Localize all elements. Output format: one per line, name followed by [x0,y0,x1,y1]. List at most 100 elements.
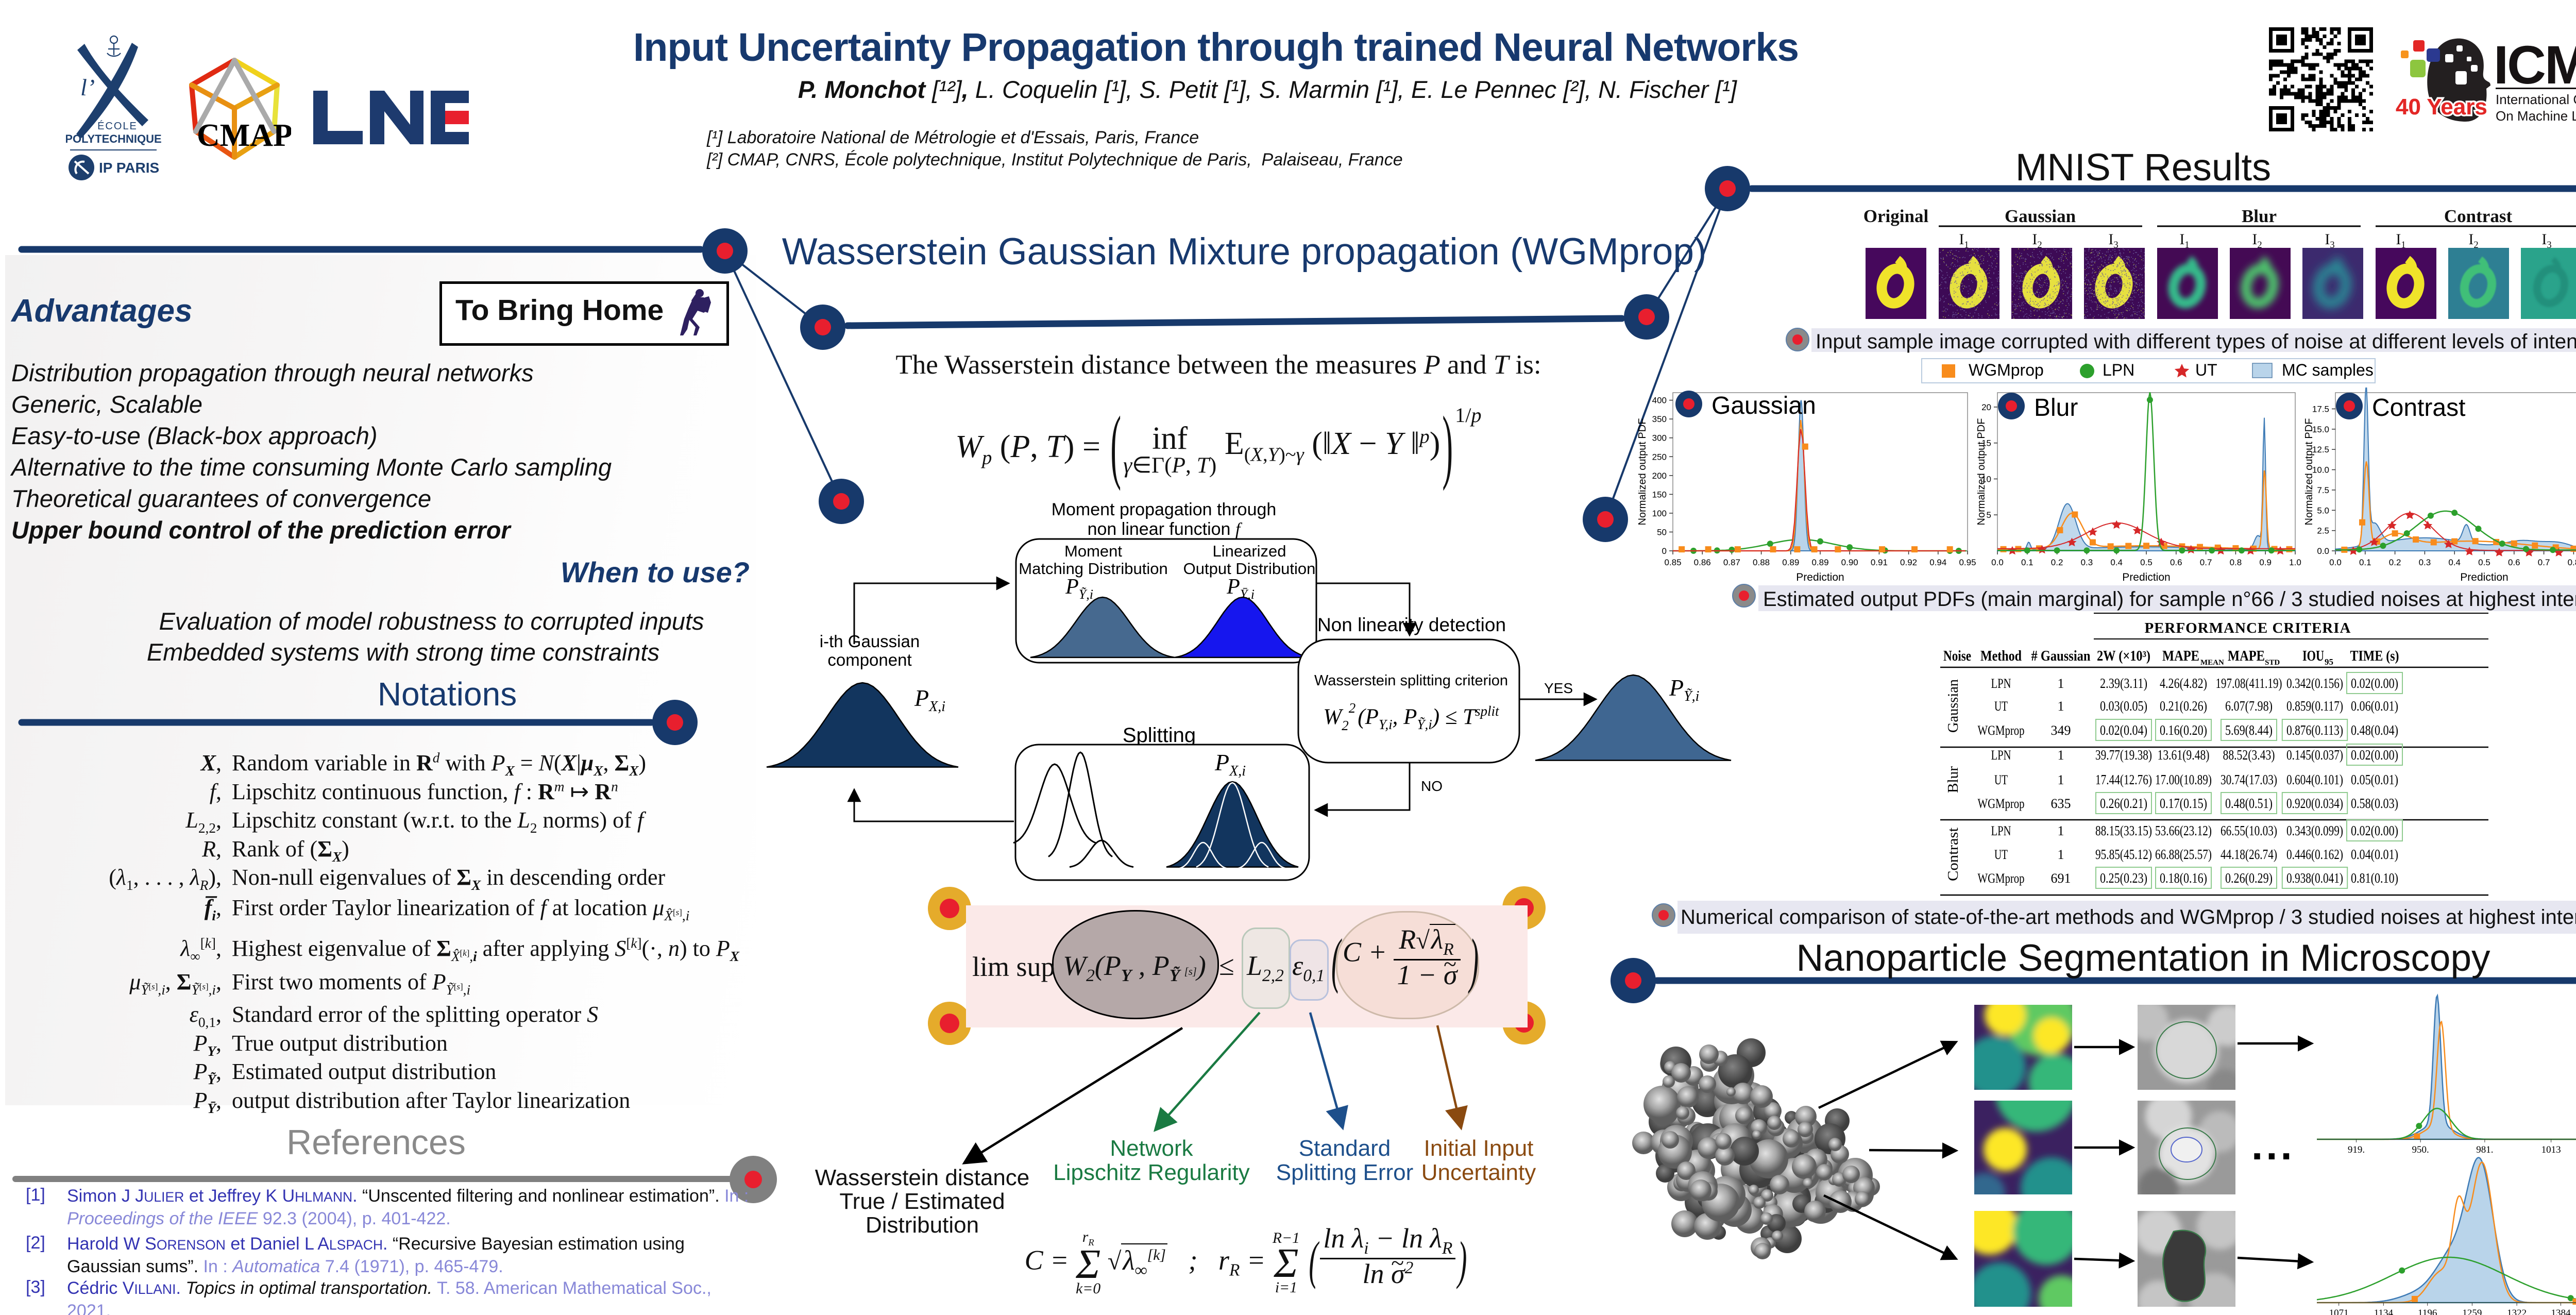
svg-text:0.1: 0.1 [2021,558,2033,567]
svg-text:W22(PY,i, PỸ,i) ≤ Tsplit: W22(PY,i, PỸ,i) ≤ Tsplit [1323,700,1500,733]
svg-text:Prediction: Prediction [1796,571,1844,583]
svg-text:691: 691 [2051,871,2071,886]
svg-text:15: 15 [1981,439,1991,448]
svg-text:0.05(0.01): 0.05(0.01) [2351,772,2398,787]
svg-text:0.145(0.037): 0.145(0.037) [2286,747,2343,763]
svg-text:LPN: LPN [2103,361,2134,379]
svg-text:0.859(0.117): 0.859(0.117) [2286,698,2343,714]
svg-text:# Gaussian: # Gaussian [2031,648,2091,664]
svg-text:Wasserstein splitting criterio: Wasserstein splitting criterion [1314,672,1508,689]
svg-text:0.446(0.162): 0.446(0.162) [2286,847,2343,862]
svg-text:1: 1 [2058,699,2064,714]
svg-text:PỸ,i: PỸ,i [1065,575,1093,602]
svg-text:0.90: 0.90 [1841,558,1858,567]
svg-text:0.06(0.01): 0.06(0.01) [2351,698,2398,714]
svg-text:95.85(45.12): 95.85(45.12) [2095,847,2152,862]
svg-text:Output Distribution: Output Distribution [1183,560,1316,578]
svg-text:0.02(0.00): 0.02(0.00) [2351,823,2398,838]
svg-text:2.39(3.11): 2.39(3.11) [2100,676,2147,691]
svg-text:Gaussian: Gaussian [1945,679,1961,733]
svg-text:STD: STD [2265,659,2280,667]
svg-text:PX,i: PX,i [1214,749,1246,779]
svg-text:WGMprop: WGMprop [1978,723,2025,738]
svg-text:0.16(0.20): 0.16(0.20) [2160,722,2207,738]
svg-text:13.61(9.48): 13.61(9.48) [2158,747,2210,763]
svg-text:PERFORMANCE CRITERIA: PERFORMANCE CRITERIA [2144,620,2351,636]
svg-text:0.04(0.01): 0.04(0.01) [2351,847,2398,862]
svg-text:0.89: 0.89 [1811,558,1828,567]
svg-text:10: 10 [1981,474,1991,484]
svg-text:i-th Gaussian: i-th Gaussian [820,632,920,651]
svg-text:0.26(0.29): 0.26(0.29) [2225,870,2273,886]
svg-text:20: 20 [1981,402,1991,412]
svg-text:On Machine Learning: On Machine Learning [2496,108,2576,124]
svg-text:ICML: ICML [2494,35,2576,95]
svg-text:0.0: 0.0 [2329,558,2342,567]
svg-text:1: 1 [2058,847,2064,862]
svg-text:1259: 1259 [2462,1308,2482,1315]
svg-text:Contrast: Contrast [1945,828,1961,881]
svg-text:Matching Distribution: Matching Distribution [1019,560,1167,578]
svg-text:1: 1 [2058,823,2064,838]
svg-text:0.86: 0.86 [1694,558,1711,567]
svg-text:0.4: 0.4 [2448,558,2461,567]
svg-text:0.89: 0.89 [1782,558,1799,567]
svg-text:2.5: 2.5 [2317,526,2329,536]
svg-text:0.88: 0.88 [1753,558,1770,567]
svg-text:30.74(17.03): 30.74(17.03) [2221,772,2277,787]
svg-text:919.: 919. [2348,1144,2365,1155]
svg-text:Normalized output PDF: Normalized output PDF [1638,418,1648,526]
svg-text:0.0: 0.0 [2317,546,2329,556]
svg-text:LPN: LPN [1991,748,2011,763]
svg-text:ÉCOLE: ÉCOLE [97,120,138,132]
svg-text:197.08(411.19): 197.08(411.19) [2216,676,2282,691]
svg-text:0.92: 0.92 [1900,558,1917,567]
svg-text:UT: UT [1994,772,2008,787]
svg-text:YES: YES [1544,680,1573,696]
svg-text:0.02(0.00): 0.02(0.00) [2351,747,2398,763]
svg-text:0.03(0.05): 0.03(0.05) [2100,698,2147,714]
svg-text:0.0: 0.0 [1991,558,2004,567]
svg-text:Splitting: Splitting [1123,724,1196,747]
svg-text:Non linearity detection: Non linearity detection [1317,614,1506,635]
svg-text:0.8: 0.8 [2568,558,2576,567]
svg-text:95: 95 [2325,657,2333,667]
svg-text:component: component [827,650,911,669]
svg-text:981.: 981. [2476,1144,2493,1155]
svg-text:0.5: 0.5 [2140,558,2153,567]
svg-text:50: 50 [1657,527,1667,537]
svg-text:Normalized output PDF: Normalized output PDF [2305,418,2315,526]
svg-text:950.: 950. [2412,1144,2429,1155]
svg-text:0.48(0.51): 0.48(0.51) [2225,796,2273,811]
svg-text:12.5: 12.5 [2312,445,2329,454]
svg-text:0.02(0.04): 0.02(0.04) [2100,722,2147,738]
svg-text:1: 1 [2058,676,2064,691]
svg-text:LPN: LPN [1991,676,2011,691]
svg-text:1322: 1322 [2507,1308,2527,1315]
svg-text:PX,i: PX,i [914,685,945,715]
svg-text:0.1: 0.1 [2359,558,2371,567]
svg-text:POLYTECHNIQUE: POLYTECHNIQUE [66,132,161,145]
svg-text:4.26(4.82): 4.26(4.82) [2160,676,2207,691]
svg-text:88.52(3.43): 88.52(3.43) [2223,747,2275,763]
svg-text:non linear function f: non linear function f [1088,519,1243,539]
svg-text:66.88(25.57): 66.88(25.57) [2155,847,2212,862]
svg-text:5.0: 5.0 [2317,505,2329,515]
svg-text:Prediction: Prediction [2460,571,2508,583]
svg-text:300: 300 [1652,433,1667,443]
svg-text:UT: UT [1994,699,2008,714]
svg-text:1384: 1384 [2551,1308,2571,1315]
svg-text:0.3: 0.3 [2419,558,2431,567]
svg-text:0.342(0.156): 0.342(0.156) [2286,676,2343,691]
svg-text:WGMprop: WGMprop [1969,361,2044,379]
svg-text:400: 400 [1652,396,1667,406]
svg-text:1196: 1196 [2418,1308,2437,1315]
svg-text:15.0: 15.0 [2312,425,2329,434]
svg-text:0.604(0.101): 0.604(0.101) [2286,772,2343,787]
svg-text:1134: 1134 [2374,1308,2394,1315]
svg-text:39.77(19.38): 39.77(19.38) [2095,747,2152,763]
svg-text:International Conference: International Conference [2496,92,2576,107]
svg-text:349: 349 [2051,723,2071,738]
svg-text:0.3: 0.3 [2081,558,2093,567]
svg-text:TIME (s): TIME (s) [2350,648,2399,664]
